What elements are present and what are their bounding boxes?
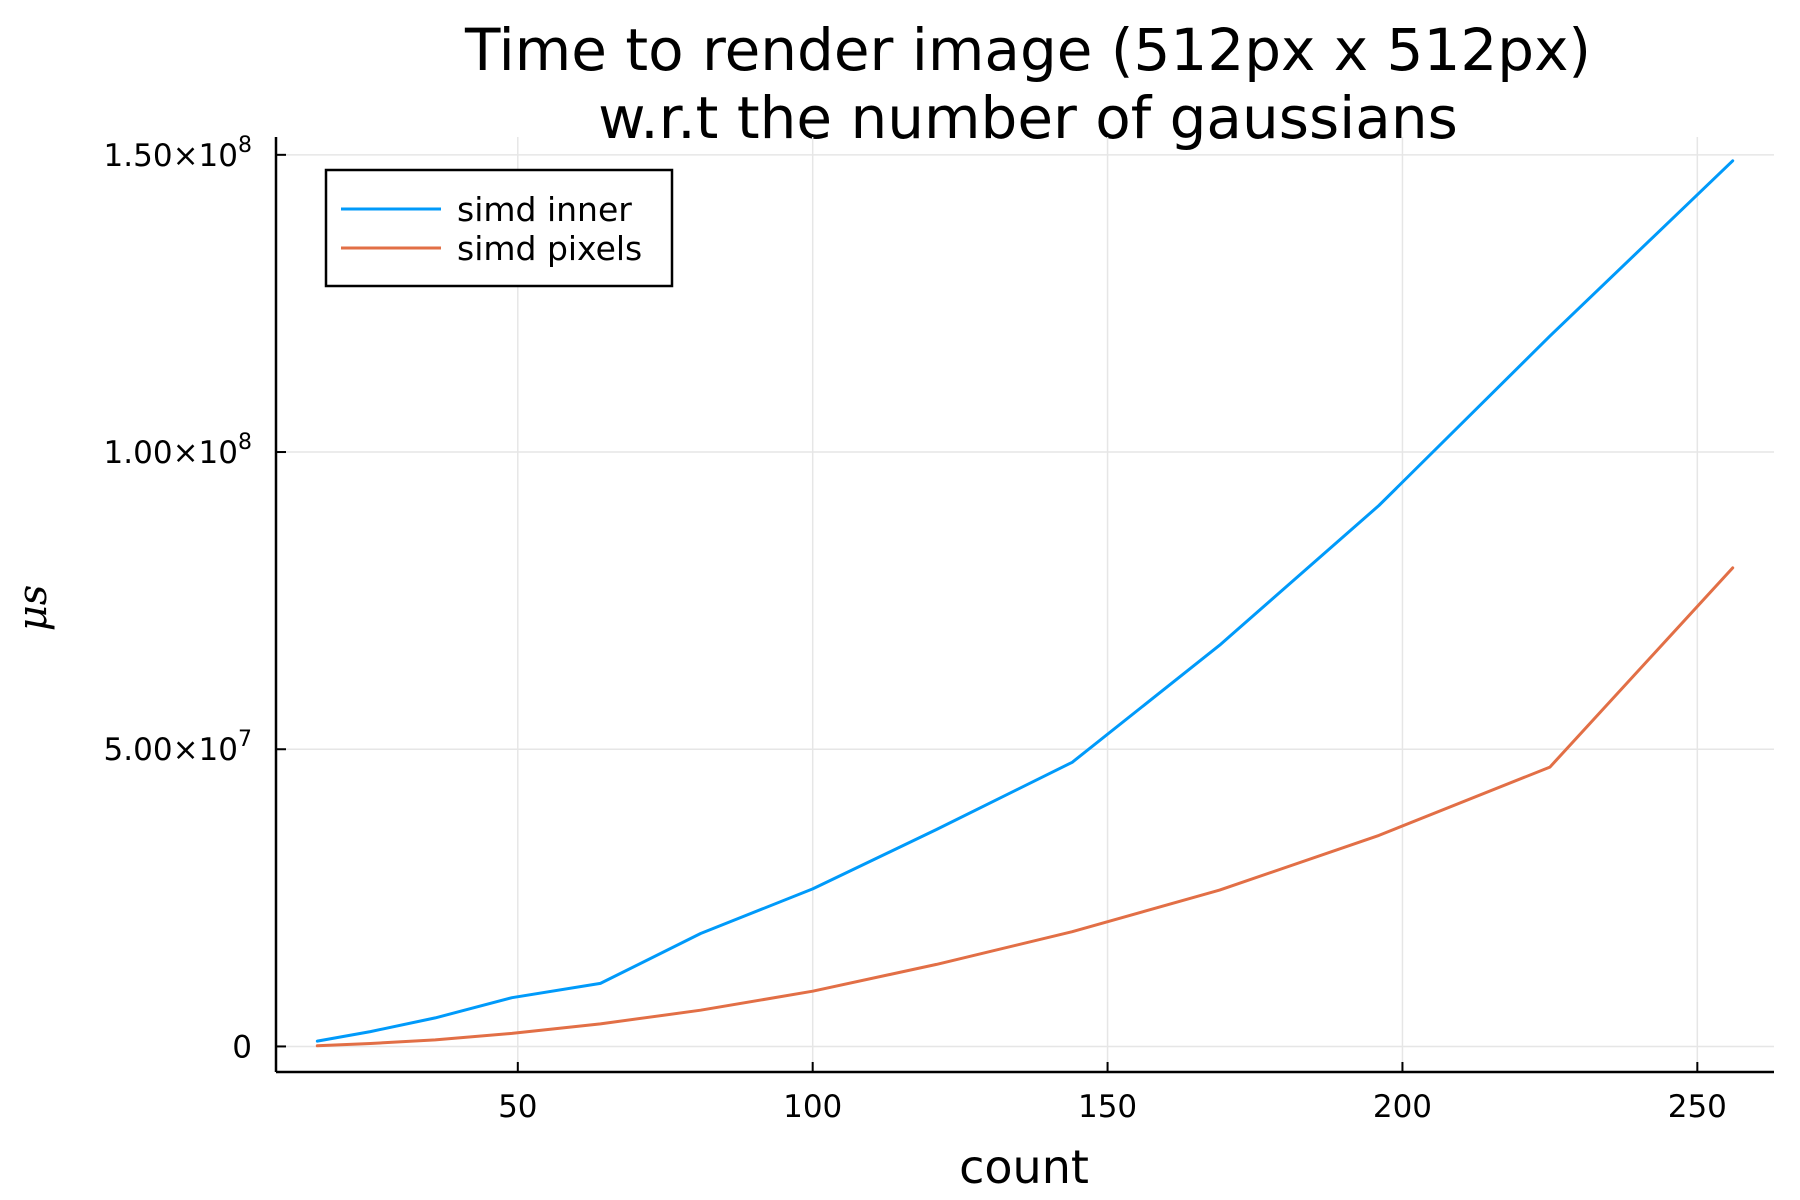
legend-label-simd-inner: simd inner [457, 190, 632, 229]
x-tick-label-150: 150 [1078, 1089, 1137, 1125]
y-tick-label-2: 1.00×108 [104, 430, 252, 471]
chart-title-line-1: Time to render image (512px x 512px) [464, 16, 1591, 84]
y-axis-label: μs [10, 585, 56, 632]
y-tick-label-0: 0 [232, 1029, 252, 1065]
axes [274, 137, 1774, 1074]
series-lines [315, 159, 1735, 1048]
x-axis-label: count [959, 1140, 1089, 1194]
y-tick-label-1: 5.00×107 [104, 727, 252, 768]
y-tick-label-3: 1.50×108 [104, 133, 252, 174]
y-tick-labels: 0 5.00×107 1.00×108 1.50×108 [104, 133, 252, 1066]
x-tick-label-250: 250 [1668, 1089, 1727, 1125]
x-tick-label-100: 100 [783, 1089, 842, 1125]
x-tick-label-200: 200 [1373, 1089, 1432, 1125]
legend-label-simd-pixels: simd pixels [457, 229, 642, 268]
series-line-simd-pixels [315, 566, 1735, 1048]
x-tick-labels: 50 100 150 200 250 [498, 1089, 1727, 1125]
x-tick-label-50: 50 [498, 1089, 537, 1125]
series-line-simd-inner [315, 159, 1735, 1043]
legend: simd inner simd pixels [324, 168, 674, 288]
chart-title-line-2: w.r.t the number of gaussians [598, 84, 1458, 152]
legend-box [324, 168, 674, 288]
